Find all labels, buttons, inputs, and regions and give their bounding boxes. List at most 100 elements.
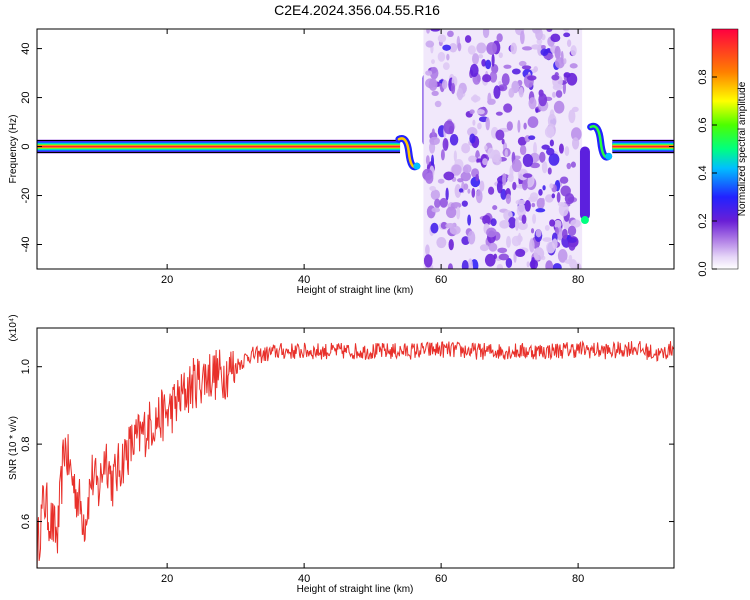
noise-blob [443, 171, 455, 181]
noise-blob [488, 242, 498, 252]
noise-blob [431, 90, 439, 97]
noise-blob [548, 153, 560, 166]
spectral-line-0-band-6 [37, 145, 401, 148]
noise-blob [533, 66, 538, 73]
noise-blob [467, 45, 476, 55]
noise-blob [467, 258, 473, 269]
noise-blob [501, 138, 505, 145]
spec-y-tick-label-4: 40 [20, 42, 32, 54]
noise-blob [564, 146, 570, 157]
noise-blob [569, 63, 578, 69]
noise-blob [463, 183, 469, 191]
noise-blob [522, 179, 528, 191]
noise-blob [521, 46, 533, 51]
noise-blob [442, 44, 451, 51]
noise-blob [430, 222, 439, 234]
noise-blob [531, 44, 542, 50]
noise-blob [510, 42, 517, 55]
noise-blob [495, 111, 503, 116]
noise-blob [449, 42, 458, 53]
noise-blob [527, 116, 539, 128]
spectrogram-x-ticks: 20 40 60 80 [161, 29, 584, 286]
noise-blob [542, 237, 552, 243]
noise-blob [508, 88, 515, 98]
spec-y-tick-label-2: 0 [20, 143, 32, 149]
noise-blob [448, 238, 454, 251]
noise-blob [439, 197, 448, 208]
noise-blob [428, 78, 438, 91]
noise-blob [547, 113, 557, 128]
snr-x-tick-label-3: 80 [572, 573, 584, 585]
noise-blob [522, 173, 533, 178]
noise-blob [529, 238, 535, 253]
noise-blob [470, 95, 481, 102]
noise-blob [531, 202, 536, 208]
noise-blob [540, 48, 549, 56]
noise-blob [502, 173, 507, 186]
noise-blob [467, 127, 478, 137]
noise-blob [457, 178, 464, 183]
noise-blob [446, 53, 450, 61]
noise-blob [456, 87, 464, 101]
noise-blob [541, 161, 548, 174]
noise-blob [484, 253, 496, 267]
noise-blob [563, 29, 570, 32]
noise-blob [485, 116, 490, 131]
noise-blob [549, 219, 556, 227]
noise-blob [511, 68, 521, 75]
noise-blob [571, 127, 582, 142]
colorbar-tick-label-2: 0.4 [697, 165, 709, 180]
spike-4-body [579, 146, 590, 221]
noise-blob [519, 144, 527, 156]
noise-blob [482, 158, 488, 166]
noise-blob [527, 75, 537, 81]
noise-blob [445, 222, 456, 229]
snr-x-axis-label: Height of straight line (km) [297, 584, 414, 595]
noise-blob [431, 59, 435, 65]
noise-blob [564, 193, 575, 205]
spec-x-tick-label-3: 80 [572, 274, 584, 286]
noise-blob [545, 194, 554, 203]
spec-x-tick-label-0: 20 [161, 274, 173, 286]
noise-blob [486, 227, 497, 238]
noise-blob [425, 155, 430, 165]
noise-blob [570, 161, 576, 168]
noise-blob [566, 162, 572, 170]
noise-blob [568, 240, 576, 251]
noise-blob [558, 202, 569, 217]
noise-blob [523, 122, 527, 130]
noise-blob [515, 248, 526, 258]
noise-blob [568, 109, 576, 124]
noise-blob [521, 214, 527, 224]
noise-blob [554, 45, 561, 60]
noise-blob [496, 180, 503, 194]
noise-blob [552, 91, 557, 98]
noise-blob [522, 153, 534, 168]
noise-blob [492, 205, 498, 211]
noise-blob [538, 93, 548, 107]
noise-blob [482, 214, 491, 225]
snr-x-ticks: 20 40 60 80 [161, 328, 584, 585]
spectrogram-x-axis-label: Height of straight line (km) [297, 285, 414, 296]
snr-frame [36, 327, 675, 569]
noise-blob [529, 162, 541, 169]
noise-blob [486, 42, 497, 55]
noise-blob [549, 139, 554, 147]
noise-blob [479, 244, 489, 252]
noise-blob [533, 141, 537, 156]
noise-blob [476, 158, 483, 163]
noise-blob [570, 45, 577, 56]
noise-blob [437, 178, 445, 184]
noise-blob [551, 193, 556, 199]
noise-blob [546, 147, 555, 156]
colorbar-ticks: 0.0 0.2 0.4 0.6 0.8 [697, 69, 717, 277]
noise-blob [447, 30, 454, 38]
noise-blob [533, 247, 545, 261]
noise-blob [500, 188, 507, 200]
noise-blob [495, 129, 505, 141]
noise-blob [449, 133, 459, 146]
noise-blob [564, 259, 575, 265]
spec-x-tick-label-1: 40 [298, 274, 310, 286]
noise-blob [524, 199, 531, 212]
